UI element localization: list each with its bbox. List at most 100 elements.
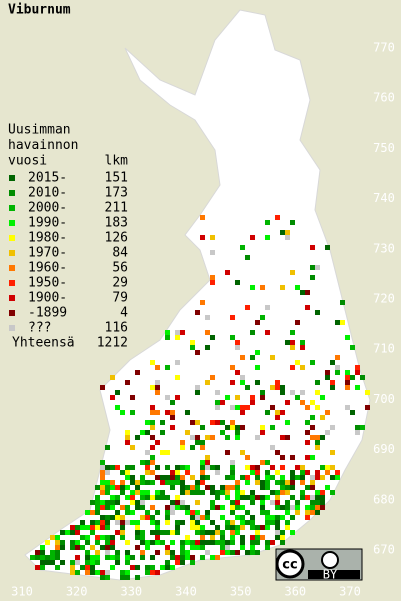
observation-square bbox=[260, 510, 265, 515]
observation-square bbox=[210, 465, 215, 470]
observation-square bbox=[135, 525, 140, 530]
legend-count: 79 bbox=[112, 291, 128, 306]
legend-swatch bbox=[9, 295, 15, 301]
observation-square bbox=[175, 530, 180, 535]
observation-square bbox=[165, 395, 170, 400]
observation-square bbox=[320, 495, 325, 500]
observation-square bbox=[150, 385, 155, 390]
observation-square bbox=[90, 560, 95, 565]
observation-square bbox=[210, 250, 215, 255]
observation-square bbox=[280, 485, 285, 490]
observation-square bbox=[100, 465, 105, 470]
observation-square bbox=[100, 535, 105, 540]
observation-square bbox=[145, 565, 150, 570]
legend-count: 211 bbox=[105, 201, 128, 216]
legend-count: 4 bbox=[120, 306, 128, 321]
observation-square bbox=[265, 220, 270, 225]
legend-count: 29 bbox=[112, 276, 128, 291]
observation-square bbox=[295, 395, 300, 400]
observation-square bbox=[100, 570, 105, 575]
observation-square bbox=[335, 320, 340, 325]
observation-square bbox=[310, 245, 315, 250]
observation-square bbox=[100, 385, 105, 390]
observation-square bbox=[85, 560, 90, 565]
observation-square bbox=[240, 535, 245, 540]
observation-square bbox=[260, 390, 265, 395]
observation-square bbox=[270, 520, 275, 525]
observation-square bbox=[170, 555, 175, 560]
observation-square bbox=[160, 490, 165, 495]
observation-square bbox=[315, 435, 320, 440]
observation-square bbox=[195, 530, 200, 535]
observation-square bbox=[225, 540, 230, 545]
observation-square bbox=[300, 475, 305, 480]
observation-square bbox=[150, 505, 155, 510]
observation-square bbox=[245, 455, 250, 460]
legend-swatch bbox=[9, 175, 15, 181]
x-label: 320 bbox=[66, 585, 88, 599]
observation-square bbox=[150, 555, 155, 560]
observation-square bbox=[215, 525, 220, 530]
x-label: 310 bbox=[11, 585, 33, 599]
observation-square bbox=[330, 360, 335, 365]
observation-square bbox=[140, 480, 145, 485]
observation-square bbox=[290, 505, 295, 510]
legend-label: 2015- bbox=[28, 171, 67, 186]
observation-square bbox=[205, 345, 210, 350]
observation-square bbox=[155, 520, 160, 525]
observation-square bbox=[120, 490, 125, 495]
observation-square bbox=[285, 235, 290, 240]
observation-square bbox=[175, 470, 180, 475]
observation-square bbox=[315, 510, 320, 515]
observation-square bbox=[275, 530, 280, 535]
observation-square bbox=[295, 510, 300, 515]
legend-swatch bbox=[9, 325, 15, 331]
observation-square bbox=[115, 555, 120, 560]
x-label: 350 bbox=[230, 585, 252, 599]
observation-square bbox=[195, 420, 200, 425]
observation-square bbox=[55, 550, 60, 555]
observation-square bbox=[305, 470, 310, 475]
observation-square bbox=[125, 505, 130, 510]
observation-square bbox=[40, 545, 45, 550]
observation-square bbox=[280, 515, 285, 520]
observation-square bbox=[150, 530, 155, 535]
observation-square bbox=[225, 395, 230, 400]
observation-square bbox=[145, 495, 150, 500]
observation-square bbox=[260, 480, 265, 485]
observation-square bbox=[195, 510, 200, 515]
observation-square bbox=[225, 545, 230, 550]
observation-square bbox=[115, 495, 120, 500]
observation-square bbox=[230, 380, 235, 385]
observation-square bbox=[280, 535, 285, 540]
observation-square bbox=[235, 280, 240, 285]
observation-square bbox=[175, 330, 180, 335]
observation-square bbox=[320, 505, 325, 510]
observation-square bbox=[310, 265, 315, 270]
observation-square bbox=[185, 550, 190, 555]
observation-square bbox=[300, 340, 305, 345]
y-label: 670 bbox=[373, 543, 395, 557]
observation-square bbox=[190, 445, 195, 450]
observation-square bbox=[150, 495, 155, 500]
observation-square bbox=[145, 545, 150, 550]
observation-square bbox=[155, 385, 160, 390]
observation-square bbox=[100, 480, 105, 485]
observation-square bbox=[280, 540, 285, 545]
observation-square bbox=[210, 530, 215, 535]
observation-square bbox=[75, 570, 80, 575]
observation-square bbox=[165, 565, 170, 570]
observation-square bbox=[240, 410, 245, 415]
observation-square bbox=[130, 475, 135, 480]
observation-square bbox=[230, 500, 235, 505]
observation-square bbox=[320, 490, 325, 495]
legend-swatch bbox=[9, 310, 15, 316]
observation-square bbox=[175, 500, 180, 505]
observation-square bbox=[155, 540, 160, 545]
observation-square bbox=[225, 475, 230, 480]
observation-square bbox=[180, 545, 185, 550]
observation-square bbox=[320, 465, 325, 470]
observation-square bbox=[215, 465, 220, 470]
observation-square bbox=[165, 505, 170, 510]
observation-square bbox=[250, 465, 255, 470]
